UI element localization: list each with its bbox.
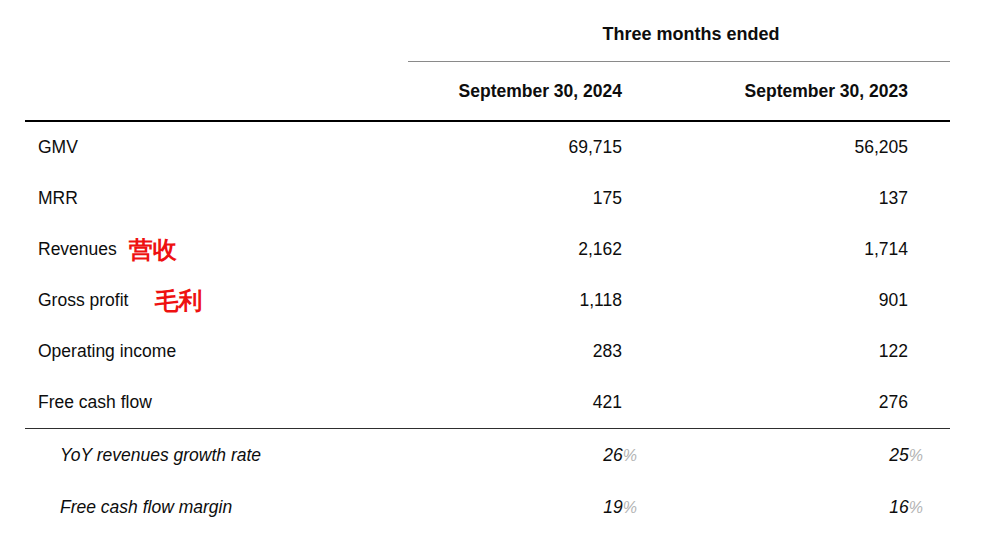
percent-sign: %	[909, 499, 923, 516]
value-2024: 2,162	[408, 239, 640, 260]
percent-sign: %	[623, 499, 637, 516]
value-2024: 19	[603, 497, 622, 517]
period-header-row: Three months ended	[25, 7, 950, 62]
financial-summary-table: Three months ended September 30, 2024 Se…	[25, 7, 950, 534]
column-header-row: September 30, 2024 September 30, 2023	[25, 62, 950, 120]
column-header-2024: September 30, 2024	[408, 81, 640, 102]
table-row-gross-profit: Gross profit 毛利 1,118 901	[25, 275, 950, 326]
ratio-section: YoY revenues growth rate 26% 25% Free ca…	[25, 428, 950, 534]
value-2023: 276	[640, 392, 950, 413]
value-2023: 25	[889, 445, 908, 465]
table-row-fcf-margin: Free cash flow margin 19% 16%	[25, 482, 950, 535]
table-row-yoy-growth: YoY revenues growth rate 26% 25%	[25, 429, 950, 482]
table-header: Three months ended September 30, 2024 Se…	[25, 7, 950, 122]
table-row-revenues: Revenues 营收 2,162 1,714	[25, 224, 950, 275]
row-label: Gross profit	[38, 290, 128, 311]
percent-sign: %	[623, 447, 637, 464]
table-row-operating-income: Operating income 283 122	[25, 326, 950, 377]
value-2023: 1,714	[640, 239, 950, 260]
row-label: GMV	[38, 137, 78, 158]
value-2024: 175	[408, 188, 640, 209]
header-spacer	[25, 7, 408, 62]
value-2024: 26	[603, 445, 622, 465]
table-row-free-cash-flow: Free cash flow 421 276	[25, 377, 950, 428]
value-2023: 901	[640, 290, 950, 311]
row-label: Revenues	[38, 239, 117, 260]
value-2023: 137	[640, 188, 950, 209]
value-2023: 122	[640, 341, 950, 362]
red-annotation-revenues: 营收	[129, 238, 177, 262]
row-label: Operating income	[38, 341, 176, 362]
column-header-2023: September 30, 2023	[640, 81, 950, 102]
red-annotation-gross-profit: 毛利	[154, 289, 202, 313]
value-2024: 283	[408, 341, 640, 362]
table-row-gmv: GMV 69,715 56,205	[25, 122, 950, 173]
table-body: GMV 69,715 56,205 MRR 175 137 Revenues 营…	[25, 122, 950, 428]
value-2024: 421	[408, 392, 640, 413]
value-2024: 69,715	[408, 137, 640, 158]
row-label: Free cash flow margin	[60, 497, 232, 518]
value-2023: 56,205	[640, 137, 950, 158]
percent-sign: %	[909, 447, 923, 464]
value-2024: 1,118	[408, 290, 640, 311]
row-label: Free cash flow	[38, 392, 152, 413]
table-row-mrr: MRR 175 137	[25, 173, 950, 224]
period-header: Three months ended	[408, 7, 950, 62]
value-2023: 16	[889, 497, 908, 517]
row-label: YoY revenues growth rate	[60, 445, 261, 466]
row-label: MRR	[38, 188, 78, 209]
